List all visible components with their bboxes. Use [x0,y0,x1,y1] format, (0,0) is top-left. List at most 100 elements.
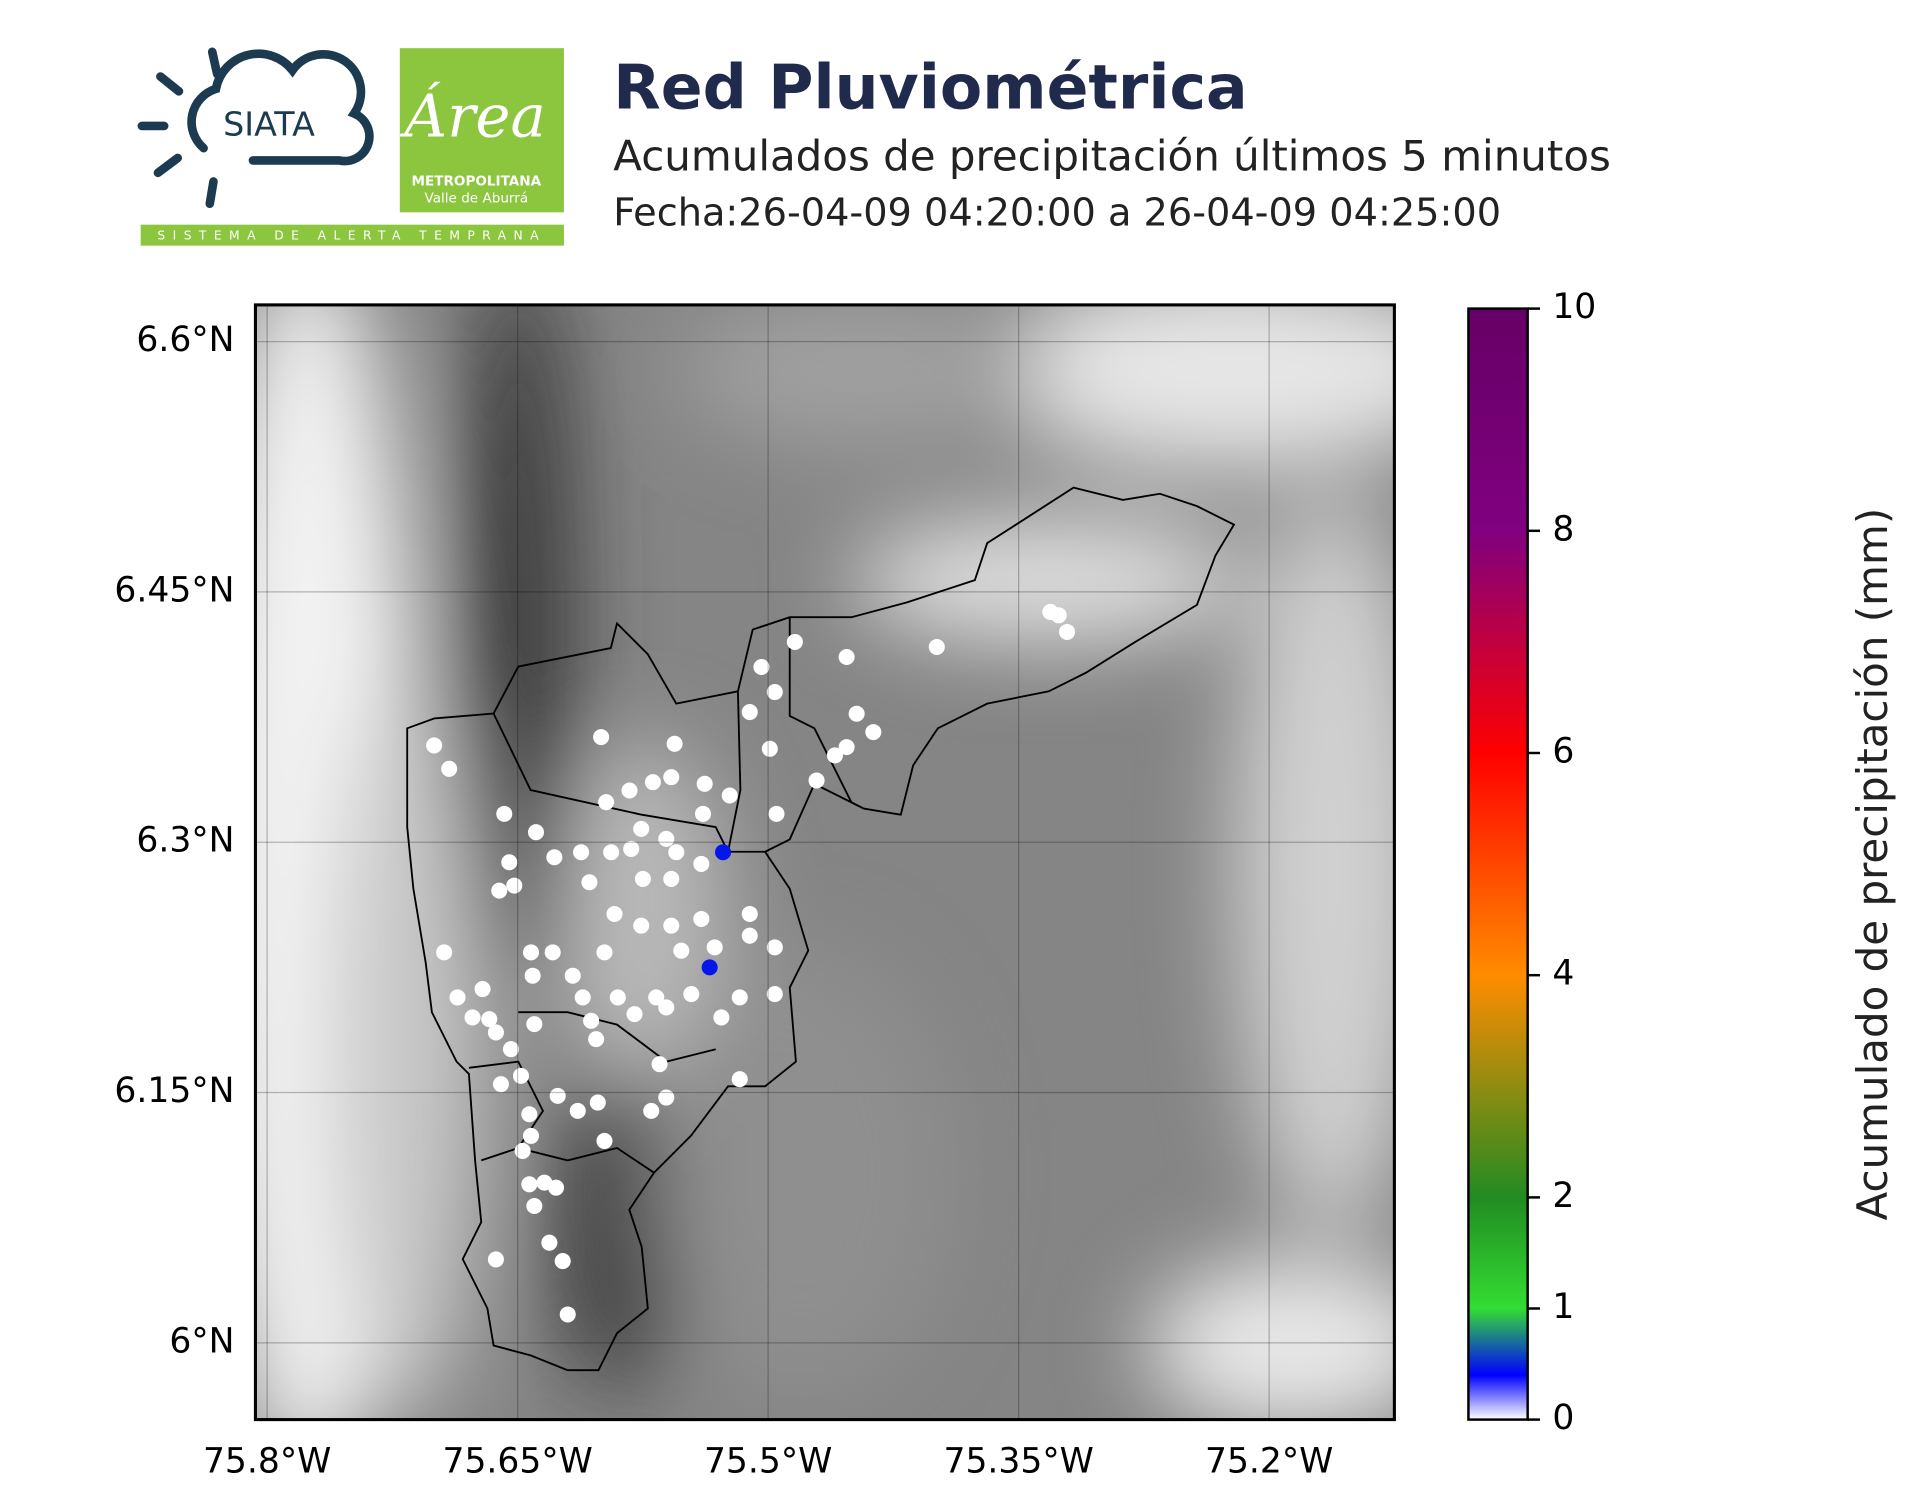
station [526,1197,543,1215]
station [521,1106,538,1123]
colorbar-tick-label: 10 [1552,287,1596,327]
station [546,849,563,866]
station [701,959,718,976]
station [808,772,825,789]
colorbar-tick-label: 0 [1552,1398,1574,1438]
station [928,638,945,656]
x-tick-label: 75.2°W [1205,1441,1333,1481]
colorbar-label: Acumulado de precipitación (mm) [1848,508,1897,1221]
station [524,967,541,984]
station [588,1031,605,1048]
station [554,1253,571,1270]
x-tick-label: 75.5°W [704,1441,832,1481]
station [491,882,508,899]
colorbar-tick-label: 4 [1552,954,1574,994]
colorbar-tick-label: 6 [1552,731,1574,771]
station [838,648,855,666]
logo-text: SIATA [223,104,315,143]
y-tick-label: 6.6°N [136,320,234,360]
station [694,805,712,822]
station [549,1087,566,1104]
station [521,1176,538,1193]
station [753,658,770,676]
logo-text: Valle de Aburrá [424,191,528,207]
station [593,729,610,746]
station [596,1132,613,1149]
station [643,1102,660,1119]
logo-text: Área [399,81,545,151]
station [481,1011,498,1028]
station [633,917,650,934]
x-tick-label: 75.65°W [442,1441,592,1481]
station [766,939,783,956]
logo-text: METROPOLITANA [411,173,541,189]
station [1050,607,1067,624]
station [487,1251,504,1268]
station [766,684,783,701]
station [441,760,458,777]
station [848,705,865,722]
station [501,854,518,871]
station [768,805,785,822]
station [761,740,778,757]
station [589,1094,606,1111]
station [522,1127,540,1144]
station [741,927,758,944]
station [658,999,675,1016]
y-tick-label: 6.15°N [114,1071,234,1111]
station [826,747,843,764]
station [693,855,710,872]
station [696,775,713,792]
station [506,877,523,894]
station [502,1041,519,1058]
station [496,805,513,822]
station [666,735,683,752]
y-tick-label: 6.45°N [114,570,234,610]
station [865,724,882,741]
station [721,787,738,804]
station [663,769,680,786]
station [713,1009,730,1026]
station [522,944,540,961]
y-tick-label: 6°N [169,1321,234,1361]
station [673,942,690,959]
colorbar [1467,307,1529,1421]
station [668,844,685,861]
station [683,986,700,1003]
station [574,989,591,1006]
station [583,1012,600,1029]
logo-text: SISTEMA DE ALERTA TEMPRANA [157,228,545,242]
station [598,794,615,811]
station [603,844,620,861]
station [474,981,491,998]
station [626,1006,643,1023]
station [644,774,661,791]
y-tick-label: 6.3°N [136,821,234,861]
x-tick-label: 75.35°W [943,1441,1093,1481]
station [731,989,748,1006]
station [449,989,466,1006]
station [548,1179,565,1196]
station [693,910,710,928]
station [464,1009,481,1026]
station [609,989,626,1006]
station [648,989,665,1006]
station [658,1089,675,1106]
station [766,986,783,1003]
colorbar-tick-label: 1 [1552,1287,1574,1327]
terrain [255,304,1395,1420]
station [541,1234,558,1251]
area-logo: Área METROPOLITANA Valle de Aburrá SISTE… [140,48,564,246]
station [658,830,675,847]
station [559,1306,576,1323]
title: Red Pluviométrica [613,51,1247,123]
date: Fecha:26-04-09 04:20:00 a 26-04-09 04:25… [613,190,1501,235]
station [544,944,561,961]
station [838,739,855,756]
colorbar-tick-label: 8 [1552,509,1574,549]
subtitle: Acumulados de precipitación últimos 5 mi… [613,132,1611,181]
station [569,1102,586,1119]
station [596,944,613,961]
station [564,967,581,984]
station [633,820,650,837]
